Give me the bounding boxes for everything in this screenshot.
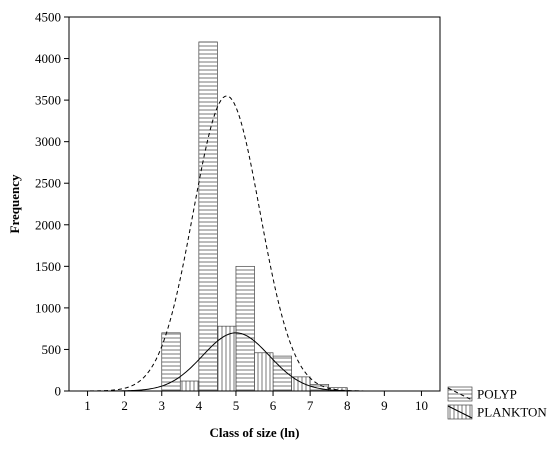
y-tick-label: 3000 [35,134,61,149]
legend-label-plankton: PLANKTON [477,405,547,420]
x-axis-title: Class of size (ln) [210,425,300,440]
x-tick-label: 9 [381,398,388,413]
x-axis-ticks: 1 2 3 4 5 6 7 8 9 10 [84,391,428,413]
x-tick-label: 1 [84,398,91,413]
legend-label-polyp: POLYP [477,387,517,402]
x-tick-label: 6 [270,398,277,413]
x-tick-label: 5 [233,398,240,413]
bar-polyp-3 [272,355,292,392]
y-tick-label: 2500 [35,176,61,191]
y-axis-ticks: 0 500 1000 1500 2000 2500 3000 3500 4000 4500 [35,10,69,399]
legend-swatch-polyp [447,386,473,402]
y-tick-label: 1500 [35,259,61,274]
y-tick-label: 1000 [35,300,61,315]
x-tick-label: 7 [307,398,314,413]
y-axis-title: Frequency [7,174,22,233]
legend-line-plankton [447,405,473,419]
bar-polyp-1 [198,41,218,392]
y-tick-label: 500 [42,342,62,357]
y-tick-label: 4500 [35,10,61,25]
legend-line-polyp [447,387,473,401]
bar-plankton-2 [254,352,274,392]
y-tick-label: 4000 [35,51,61,66]
bar-polyp-4 [309,384,330,392]
y-tick-label: 0 [55,384,62,399]
bars-layer [161,41,348,392]
bar-polyp-2 [235,265,255,392]
x-tick-label: 4 [196,398,203,413]
bar-plankton-1 [217,325,237,392]
y-tick-label: 2000 [35,217,61,232]
x-tick-label: 8 [344,398,351,413]
plot-frame [68,16,441,392]
x-tick-label: 10 [415,398,428,413]
x-tick-label: 2 [121,398,128,413]
bar-plankton-0 [179,380,200,392]
y-tick-label: 3500 [35,93,61,108]
x-tick-label: 3 [159,398,166,413]
legend: POLYP PLANKTON [447,386,547,420]
